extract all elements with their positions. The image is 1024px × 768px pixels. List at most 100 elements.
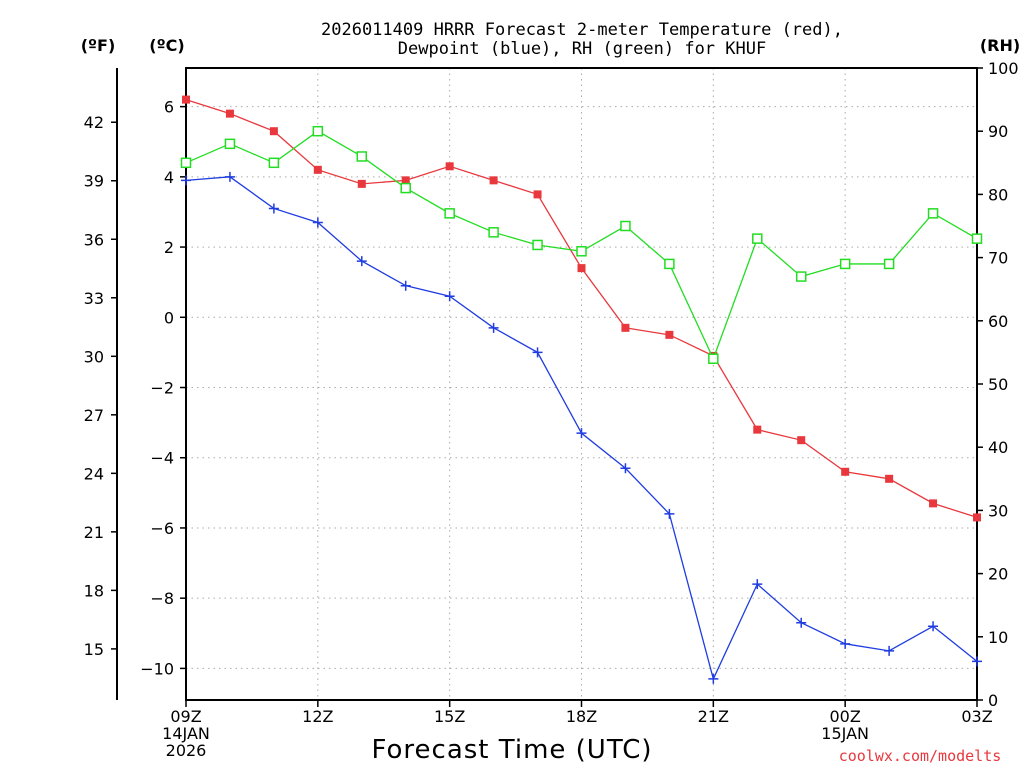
rh-point xyxy=(752,233,763,244)
fahrenheit-tick-label: 39 xyxy=(84,172,104,191)
temperature-point xyxy=(577,264,586,273)
temperature-point xyxy=(973,513,981,522)
fahrenheit-tick-label: 33 xyxy=(84,289,104,308)
time-tick-label: 15Z xyxy=(434,707,465,726)
celsius-tick-label: −4 xyxy=(150,449,174,468)
dewpoint-point xyxy=(884,645,895,656)
temperature-point xyxy=(621,323,630,332)
dewpoint-point xyxy=(224,171,235,182)
chart-title-line1: 2026011409 HRRR Forecast 2-meter Tempera… xyxy=(321,20,843,40)
dewpoint-point xyxy=(752,579,763,590)
temperature-point xyxy=(313,165,322,174)
rh-point xyxy=(488,227,499,238)
rh-point xyxy=(356,151,368,162)
fahrenheit-tick-label: 15 xyxy=(84,640,104,659)
chart-title-line2: Dewpoint (blue), RH (green) for KHUF xyxy=(398,39,766,59)
rh-point xyxy=(839,258,851,270)
temperature-point xyxy=(357,179,366,188)
dewpoint-point xyxy=(400,280,411,291)
celsius-tick-label: −6 xyxy=(150,519,174,538)
series-layer xyxy=(180,95,983,684)
time-tick-label: 18Z xyxy=(566,707,597,726)
temperature-point xyxy=(665,330,674,339)
rh-tick-label: 40 xyxy=(988,438,1008,457)
temperature-point xyxy=(401,176,410,185)
rh-tick-label: 60 xyxy=(988,312,1008,331)
temperature-point xyxy=(225,109,234,118)
dewpoint-point xyxy=(444,291,455,302)
time-tick-label: 14JAN xyxy=(162,724,210,743)
rh-point xyxy=(400,182,411,194)
dewpoint-point xyxy=(664,508,675,519)
celsius-tick-label: −8 xyxy=(150,589,174,608)
celsius-tick-label: 0 xyxy=(164,308,174,327)
rh-point xyxy=(444,208,455,219)
dewpoint-point xyxy=(928,621,939,632)
rh-series xyxy=(180,125,983,364)
fahrenheit-tick-label: 30 xyxy=(84,347,104,366)
temperature-point xyxy=(533,190,542,199)
rh-tick-label: 50 xyxy=(988,375,1008,394)
rh-point xyxy=(312,125,324,137)
rh-tick-label: 90 xyxy=(988,122,1008,141)
temperature-point xyxy=(269,127,278,136)
fahrenheit-unit-label: (ºF) xyxy=(81,36,116,55)
rh-point xyxy=(664,258,675,270)
temperature-series xyxy=(182,95,981,522)
fahrenheit-tick-label: 27 xyxy=(84,406,104,425)
dewpoint-point xyxy=(268,203,279,214)
rh-point xyxy=(576,246,587,257)
temperature-point xyxy=(445,162,454,171)
dewpoint-point xyxy=(840,638,851,649)
dewpoint-point xyxy=(972,656,982,667)
time-tick-label: 15JAN xyxy=(821,724,869,743)
celsius-tick-label: 4 xyxy=(164,168,174,187)
temperature-point xyxy=(929,499,938,508)
dewpoint-point xyxy=(488,322,499,333)
rh-tick-label: 30 xyxy=(988,501,1008,520)
fahrenheit-tick-label: 24 xyxy=(84,464,104,483)
credit-text: coolwx.com/modelts xyxy=(839,747,1002,765)
rh-tick-label: 20 xyxy=(988,565,1008,584)
fahrenheit-tick-label: 42 xyxy=(84,113,104,132)
rh-point xyxy=(620,220,631,232)
rh-unit-label: (RH) xyxy=(980,36,1020,55)
temperature-point xyxy=(841,467,850,476)
rh-tick-label: 70 xyxy=(988,249,1008,268)
rh-point xyxy=(532,239,543,251)
time-tick-label: 03Z xyxy=(961,707,992,726)
time-tick-label: 00Z xyxy=(830,707,861,726)
celsius-axis: 6 4 2 0 −2 −4 −6 −8 −10 xyxy=(140,98,186,678)
rh-point xyxy=(224,138,236,150)
celsius-tick-label: −2 xyxy=(150,379,174,398)
rh-point xyxy=(927,208,939,219)
rh-tick-label: 0 xyxy=(988,691,998,710)
rh-point xyxy=(883,258,895,270)
temperature-point xyxy=(797,436,806,445)
dewpoint-point xyxy=(532,347,543,358)
fahrenheit-tick-label: 21 xyxy=(84,523,104,542)
celsius-unit-label: (ºC) xyxy=(149,36,184,55)
celsius-tick-label: 6 xyxy=(164,98,174,117)
time-tick-label: 21Z xyxy=(698,707,729,726)
rh-tick-label: 100 xyxy=(988,59,1019,78)
grid-lines xyxy=(186,68,977,700)
fahrenheit-axis: 42 39 36 33 30 27 24 21 18 15 xyxy=(84,113,117,659)
time-tick-label: 12Z xyxy=(302,707,333,726)
rh-point xyxy=(795,271,807,282)
dewpoint-point xyxy=(576,428,587,439)
rh-point xyxy=(708,353,719,364)
dewpoint-point xyxy=(796,617,807,628)
celsius-tick-label: 2 xyxy=(164,238,174,257)
dewpoint-point xyxy=(181,175,191,186)
temperature-point xyxy=(182,95,190,104)
dewpoint-point xyxy=(620,463,631,474)
rh-point xyxy=(971,233,983,244)
temperature-point xyxy=(753,425,762,434)
temperature-point xyxy=(489,176,498,185)
x-axis-title: Forecast Time (UTC) xyxy=(371,735,652,765)
rh-point xyxy=(268,157,280,169)
dewpoint-point xyxy=(356,256,367,267)
